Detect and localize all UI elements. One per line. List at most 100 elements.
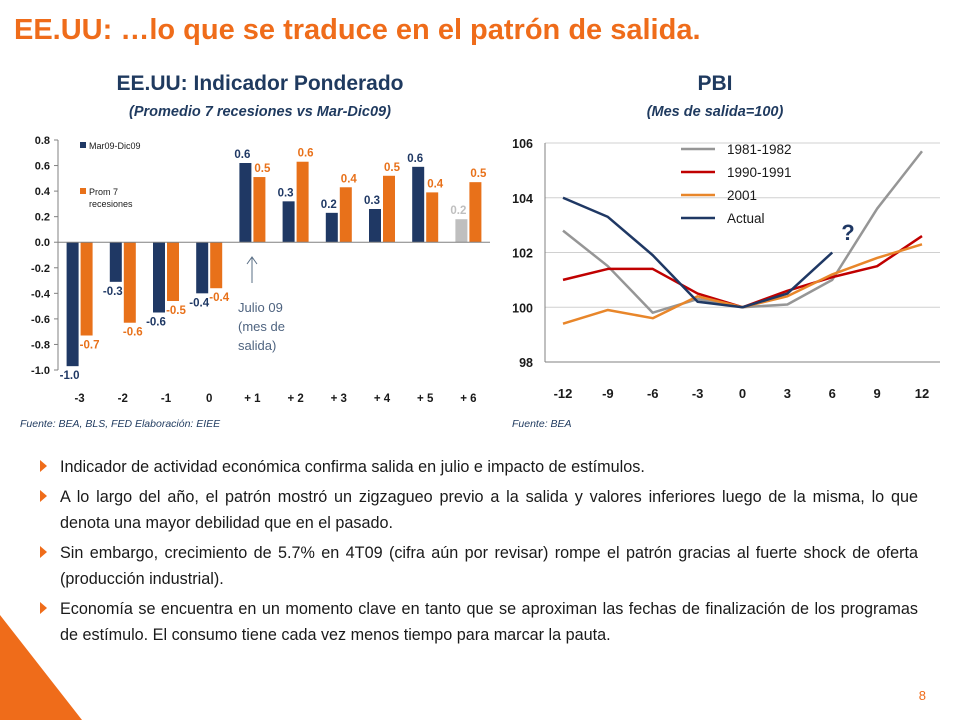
x-tick-label: + 3 — [331, 393, 347, 405]
data-label: 0.2 — [321, 199, 337, 211]
x-tick-label: -6 — [647, 386, 659, 401]
bar — [369, 209, 381, 243]
data-label: 0.4 — [341, 173, 358, 185]
y-tick-label: 0.0 — [35, 237, 50, 249]
bullet-text: Indicador de actividad económica confirm… — [60, 458, 645, 476]
data-label: -0.4 — [189, 297, 209, 309]
series-line — [562, 243, 923, 325]
right-chart-title: PBI — [697, 72, 733, 95]
bar — [426, 192, 439, 243]
x-tick-label: -12 — [554, 386, 573, 401]
data-label: 0.2 — [450, 205, 466, 217]
data-label: 0.6 — [298, 148, 314, 160]
arrow-bullet-icon — [40, 546, 47, 558]
series-line — [562, 196, 834, 309]
x-tick-label: + 2 — [287, 393, 303, 405]
y-tick-label: 0.6 — [35, 161, 50, 173]
bar — [296, 161, 309, 243]
data-label: 0.5 — [470, 168, 487, 180]
arrow-bullet-icon — [40, 490, 47, 502]
y-tick-label: -0.8 — [31, 339, 50, 351]
legend-swatch — [80, 142, 86, 148]
data-label: 0.3 — [364, 195, 380, 207]
corner-decoration — [0, 615, 82, 720]
x-tick-label: + 5 — [417, 393, 434, 405]
right-chart-source: Fuente: BEA — [512, 418, 572, 430]
y-tick-label: -0.4 — [31, 288, 51, 300]
x-tick-label: + 6 — [460, 393, 476, 405]
data-label: 0.5 — [384, 162, 401, 174]
legend-label: recesiones — [89, 199, 133, 209]
y-tick-label: 98 — [519, 356, 533, 370]
annotation-arrow-head — [246, 256, 258, 265]
series-line — [562, 235, 923, 309]
y-tick-label: 104 — [512, 192, 533, 206]
y-tick-label: 102 — [512, 247, 533, 261]
x-tick-label: 0 — [206, 393, 212, 405]
bar — [412, 166, 425, 243]
bar — [109, 242, 122, 282]
y-tick-label: -1.0 — [31, 365, 50, 377]
legend-label: 2001 — [727, 188, 757, 203]
left-chart-subtitle: (Promedio 7 recesiones vs Mar-Dic09) — [129, 104, 391, 120]
bar — [210, 242, 223, 289]
x-tick-label: -2 — [118, 393, 128, 405]
data-label: -0.4 — [209, 292, 229, 304]
annotation-text: Julio 09 — [238, 300, 283, 315]
x-tick-label: -3 — [74, 393, 84, 405]
data-label: -0.6 — [146, 317, 166, 329]
line-chart: 106 104 102 100 98 -12 -9 -6 -3 0 3 6 9 12 1981-1982 19… — [512, 137, 940, 401]
x-tick-label: 6 — [829, 386, 836, 401]
arrow-bullet-icon — [40, 602, 47, 614]
bar-chart: 0.8 0.6 0.4 0.2 0.0 -0.2 -0.4 -0.6 -0.8 -1.0 -3 -1.… — [31, 135, 490, 405]
x-tick-label: 12 — [915, 386, 929, 401]
y-tick-label: 0.8 — [35, 135, 50, 147]
data-label: -0.6 — [123, 327, 143, 339]
bar — [123, 242, 136, 323]
bar — [339, 187, 352, 243]
bullet-item: Indicador de actividad económica confirm… — [40, 454, 918, 480]
annotation-text: salida) — [238, 338, 276, 353]
bar — [167, 242, 179, 301]
bar — [469, 182, 482, 243]
data-label: -0.3 — [103, 286, 123, 298]
bullet-list: Indicador de actividad económica confirm… — [40, 454, 918, 652]
bar — [282, 201, 295, 243]
x-tick-label: 9 — [874, 386, 881, 401]
bullet-item: Sin embargo, crecimiento de 5.7% en 4T09… — [40, 540, 918, 592]
bar — [196, 242, 209, 294]
data-label: 0.5 — [254, 163, 271, 175]
x-tick-label: -9 — [602, 386, 614, 401]
page-title: EE.UU: …lo que se traduce en el patrón d… — [14, 14, 701, 46]
data-label: 0.3 — [278, 187, 294, 199]
x-tick-label: -1 — [161, 393, 172, 405]
data-label: 0.4 — [427, 178, 444, 190]
legend-label: 1990-1991 — [727, 165, 792, 180]
annotation-text: (mes de — [238, 319, 285, 334]
bullet-item: A lo largo del año, el patrón mostró un … — [40, 484, 918, 536]
bullet-text: Economía se encuentra en un momento clav… — [60, 600, 918, 644]
right-chart-subtitle: (Mes de salida=100) — [646, 104, 784, 120]
bullet-text: Sin embargo, crecimiento de 5.7% en 4T09… — [60, 544, 918, 588]
y-tick-label: 106 — [512, 137, 533, 151]
data-label: 0.6 — [234, 149, 250, 161]
data-label: -0.7 — [80, 340, 100, 352]
legend-label: Prom 7 — [89, 187, 118, 197]
x-tick-label: -3 — [692, 386, 704, 401]
bullet-text: A lo largo del año, el patrón mostró un … — [60, 488, 918, 532]
x-tick-label: 3 — [784, 386, 791, 401]
x-tick-label: + 4 — [374, 393, 391, 405]
legend-label: 1981-1982 — [727, 142, 792, 157]
bar — [66, 242, 79, 367]
page-number: 8 — [918, 688, 926, 703]
y-tick-label: 100 — [512, 301, 533, 315]
x-tick-label: + 1 — [244, 393, 261, 405]
legend-label: Actual — [727, 211, 765, 226]
bar — [253, 177, 266, 243]
legend-label: Mar09-Dic09 — [89, 141, 141, 151]
y-tick-label: 0.2 — [35, 212, 50, 224]
question-mark-annotation: ? — [841, 220, 854, 245]
y-tick-label: 0.4 — [35, 186, 51, 198]
legend-swatch — [80, 188, 86, 194]
left-chart-title: EE.UU: Indicador Ponderado — [116, 72, 404, 95]
